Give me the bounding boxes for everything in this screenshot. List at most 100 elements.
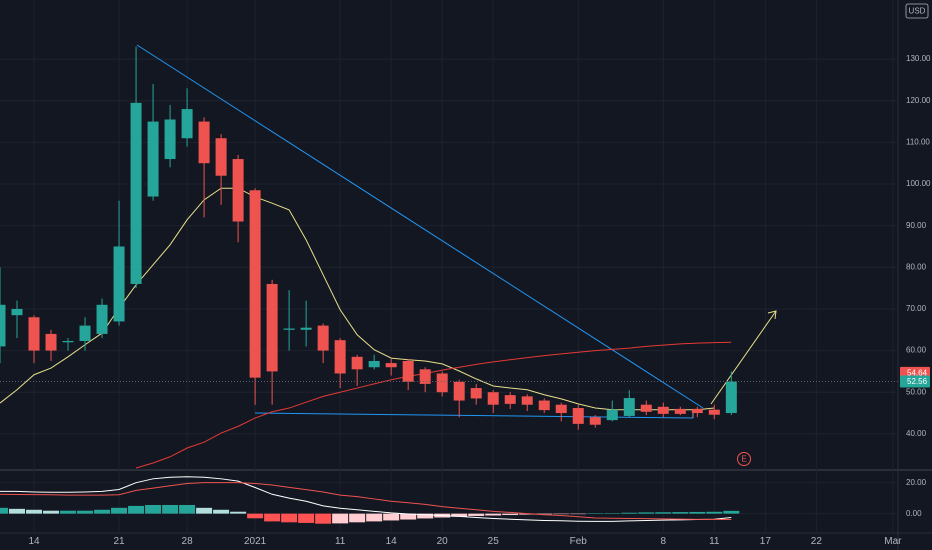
candle-body (368, 360, 380, 368)
y-tick-label: 120.00 (906, 96, 931, 105)
candle-body (62, 341, 74, 343)
x-tick-label: 8 (661, 536, 667, 547)
price-tag-label: 52.56 (907, 377, 928, 386)
macd-histogram-bar (332, 513, 349, 524)
candle-body (249, 190, 261, 378)
x-tick-label: 22 (811, 536, 823, 547)
y-tick-label: 60.00 (906, 346, 927, 355)
macd-histogram-bar (485, 513, 502, 516)
macd-histogram-bar (162, 504, 179, 514)
candle-body (11, 308, 23, 316)
candle-body (79, 325, 91, 342)
candle-body (725, 381, 737, 414)
candle-body (28, 317, 40, 351)
macd-histogram-bar (468, 513, 485, 516)
price-tag-label: 54.64 (907, 369, 928, 378)
x-tick-label: 11 (709, 536, 720, 547)
macd-histogram-bar (383, 513, 400, 521)
macd-histogram-bar (706, 511, 723, 514)
currency-label: USD (909, 7, 926, 16)
macd-histogram-bar (536, 513, 553, 515)
macd-histogram-bar (0, 507, 8, 514)
macd-histogram-bar (94, 509, 111, 514)
macd-histogram-bar (570, 513, 587, 515)
earnings-marker (737, 452, 751, 466)
candle-body (113, 246, 125, 322)
candle-body (385, 363, 397, 368)
projection-arrow-head (767, 310, 777, 320)
macd-line (0, 482, 732, 521)
candle-body (232, 159, 244, 222)
macd-histogram-bar (230, 511, 247, 514)
macd-histogram-bar (604, 513, 621, 514)
candle-body (640, 404, 652, 412)
candle-body (334, 340, 346, 374)
candle-body (521, 396, 533, 405)
candle-body (674, 408, 686, 414)
candle-body (266, 283, 278, 372)
macd-histogram-bar (315, 513, 332, 524)
candle-body (538, 400, 550, 411)
x-tick-label: Mar (884, 536, 902, 547)
candle-body (0, 304, 6, 347)
candle-body (317, 325, 329, 351)
macd-histogram-bar (417, 513, 434, 519)
candle-body (691, 408, 703, 414)
macd-histogram-bar (723, 510, 740, 514)
x-tick-label: 11 (335, 536, 346, 547)
y-tick-label: 100.00 (906, 179, 931, 188)
candle-body (657, 406, 669, 414)
macd-histogram-bar (9, 508, 26, 514)
candle-body (300, 327, 312, 330)
x-tick-label: 17 (760, 536, 772, 547)
moving-average (135, 341, 732, 469)
support-line (254, 412, 694, 419)
price-tag (900, 375, 930, 388)
candle-body (283, 328, 295, 330)
candle-body (130, 102, 142, 284)
drawings: E (136, 44, 777, 466)
macd-histogram-bar (655, 512, 672, 514)
trend-line (136, 44, 704, 409)
y-tick-label: 130.00 (906, 54, 931, 63)
currency-box (905, 3, 929, 19)
candle-body (181, 109, 193, 139)
macd-histogram-bar (689, 511, 706, 514)
y-tick-label: 80.00 (906, 262, 927, 271)
candle-body (147, 121, 159, 197)
candle-body (572, 408, 584, 424)
macd-histogram-bar (247, 513, 264, 519)
y-tick-label: 50.00 (906, 387, 927, 396)
candle-body (215, 138, 227, 176)
macd-histogram-bar (638, 512, 655, 514)
macd-histogram-bar (502, 513, 519, 516)
macd-tick-label: 0.00 (906, 509, 922, 518)
candle-body (351, 356, 363, 370)
macd-histogram-bar (672, 512, 689, 514)
macd-histogram-bar (26, 509, 43, 514)
x-tick-label: Feb (570, 536, 588, 547)
y-tick-label: 70.00 (906, 304, 927, 313)
earnings-label: E (741, 455, 746, 464)
x-tick-label: 20 (437, 536, 449, 547)
macd-histogram-bar (213, 509, 230, 514)
candle-body (589, 417, 601, 425)
macd-histogram-bar (264, 513, 281, 522)
macd-histogram-bar (111, 507, 128, 514)
candle-body (164, 119, 176, 160)
candle-body (198, 121, 210, 164)
macd-histogram-bar (196, 507, 213, 514)
candle-body (708, 409, 720, 415)
candle-body (555, 404, 567, 414)
y-tick-label: 90.00 (906, 221, 927, 230)
x-tick-label: 28 (182, 536, 194, 547)
candle-body (45, 333, 57, 351)
x-tick-label: 14 (28, 536, 40, 547)
x-tick-label: 21 (113, 536, 125, 547)
macd-histogram-bar (621, 512, 638, 514)
candle-body (419, 369, 431, 384)
y-tick-label: 110.00 (906, 138, 930, 147)
macd-histogram-bar (60, 510, 77, 514)
candle-body (623, 398, 635, 416)
